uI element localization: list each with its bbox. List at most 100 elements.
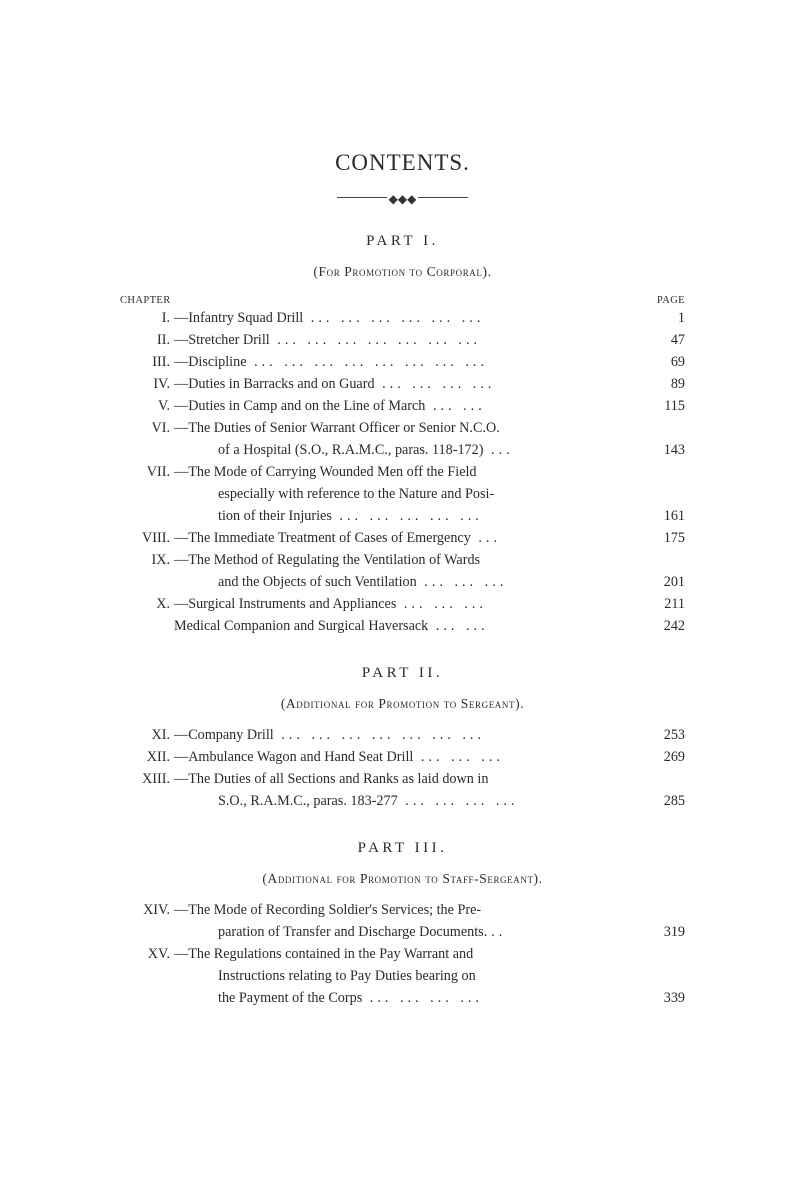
chapter-roman: XI.	[120, 726, 172, 744]
page: CONTENTS. ◆◆◆ PART I. (For Promotion to …	[0, 0, 800, 1196]
chapter-roman: VI.	[120, 419, 172, 437]
chapter-roman: VIII.	[120, 529, 172, 547]
chapter-roman: IX.	[120, 551, 172, 569]
leaders-icon: ... ... ...	[396, 596, 487, 612]
toc-entry: II. —Stretcher Drill ... ... ... ... ...…	[120, 331, 685, 349]
leaders-icon: ...	[483, 442, 513, 458]
ornament-line-left	[337, 197, 387, 198]
spacer	[120, 814, 685, 834]
ornament-diamonds-icon: ◆◆◆	[389, 196, 417, 202]
toc-part3: XIV. —The Mode of Recording Soldier's Se…	[120, 901, 685, 1007]
ornament-line-right	[418, 197, 468, 198]
toc-entry: III. —Discipline ... ... ... ... ... ...…	[120, 353, 685, 371]
toc-entry: IV. —Duties in Barracks and on Guard ...…	[120, 375, 685, 393]
page-number: 69	[647, 353, 685, 371]
toc-entry-continuation: especially with reference to the Nature …	[120, 485, 685, 503]
leaders-icon: ... ... ... ... ... ... ... ...	[247, 354, 489, 370]
chapter-desc: —The Method of Regulating the Ventilatio…	[172, 551, 647, 569]
leaders-icon: ... ... ... ...	[362, 990, 483, 1006]
chapter-desc: —Surgical Instruments and Appliances ...…	[172, 595, 647, 613]
toc-entry: XV. —The Regulations contained in the Pa…	[120, 945, 685, 963]
toc-entry-continuation: and the Objects of such Ventilation ... …	[120, 573, 685, 591]
toc-part2: XI. —Company Drill ... ... ... ... ... .…	[120, 726, 685, 810]
chapter-desc: —The Mode of Carrying Wounded Men off th…	[172, 463, 647, 481]
page-number: 161	[647, 507, 685, 525]
leaders-icon: ... ... ... ... ... ... ...	[270, 332, 481, 348]
page-number: 89	[647, 375, 685, 393]
ornament-rule: ◆◆◆	[120, 194, 685, 205]
page-number: 1	[647, 309, 685, 327]
toc-entry-continuation: the Payment of the Corps ... ... ... ...…	[120, 989, 685, 1007]
chapter-roman: III.	[120, 353, 172, 371]
page-number: 143	[647, 441, 685, 459]
page-number: 201	[647, 573, 685, 591]
leaders-icon: ...	[484, 924, 507, 940]
page-title: CONTENTS.	[120, 150, 685, 176]
chapter-roman: XIV.	[120, 901, 172, 919]
chapter-desc: Medical Companion and Surgical Haversack…	[172, 617, 647, 635]
chapter-roman: V.	[120, 397, 172, 415]
chapter-desc: and the Objects of such Ventilation ... …	[172, 573, 647, 591]
toc-entry-continuation: Medical Companion and Surgical Haversack…	[120, 617, 685, 635]
chapter-desc: tion of their Injuries ... ... ... ... .…	[172, 507, 647, 525]
page-number: 339	[647, 989, 685, 1007]
toc-entry-continuation: paration of Transfer and Discharge Docum…	[120, 923, 685, 941]
page-number: 285	[647, 792, 685, 810]
chapter-desc: —The Mode of Recording Soldier's Service…	[172, 901, 647, 919]
toc-part1: chapter page I. —Infantry Squad Drill ..…	[120, 294, 685, 635]
leaders-icon: ... ...	[428, 618, 488, 634]
chapter-desc: —Ambulance Wagon and Hand Seat Drill ...…	[172, 748, 647, 766]
chapter-roman: XII.	[120, 748, 172, 766]
chapter-desc: —Duties in Barracks and on Guard ... ...…	[172, 375, 647, 393]
toc-entry: XIV. —The Mode of Recording Soldier's Se…	[120, 901, 685, 919]
page-number: 175	[647, 529, 685, 547]
chapter-roman: X.	[120, 595, 172, 613]
part-heading: PART II.	[120, 665, 685, 682]
toc-entry: XI. —Company Drill ... ... ... ... ... .…	[120, 726, 685, 744]
header-chapter: chapter	[120, 294, 171, 307]
toc-entry: V. —Duties in Camp and on the Line of Ma…	[120, 397, 685, 415]
leaders-icon: ... ... ... ...	[398, 793, 519, 809]
toc-entry-continuation: Instructions relating to Pay Duties bear…	[120, 967, 685, 985]
chapter-desc: —Discipline ... ... ... ... ... ... ... …	[172, 353, 647, 371]
part-heading: PART I.	[120, 233, 685, 250]
header-page: page	[657, 294, 685, 307]
chapter-desc: —The Regulations contained in the Pay Wa…	[172, 945, 647, 963]
toc-entry: XIII. —The Duties of all Sections and Ra…	[120, 770, 685, 788]
chapter-roman: XIII.	[120, 770, 172, 788]
chapter-roman: II.	[120, 331, 172, 349]
chapter-desc: —The Duties of Senior Warrant Officer or…	[172, 419, 647, 437]
chapter-roman: IV.	[120, 375, 172, 393]
chapter-desc: —Stretcher Drill ... ... ... ... ... ...…	[172, 331, 647, 349]
leaders-icon: ... ...	[425, 398, 485, 414]
toc-entry: VIII. —The Immediate Treatment of Cases …	[120, 529, 685, 547]
toc-entry: X. —Surgical Instruments and Appliances …	[120, 595, 685, 613]
chapter-roman: VII.	[120, 463, 172, 481]
chapter-desc: Instructions relating to Pay Duties bear…	[172, 967, 647, 985]
chapter-desc: especially with reference to the Nature …	[172, 485, 647, 503]
toc-entry: XII. —Ambulance Wagon and Hand Seat Dril…	[120, 748, 685, 766]
chapter-desc: paration of Transfer and Discharge Docum…	[172, 923, 647, 941]
toc-entry: I. —Infantry Squad Drill ... ... ... ...…	[120, 309, 685, 327]
toc-header-row: chapter page	[120, 294, 685, 307]
page-number: 211	[647, 595, 685, 613]
page-number: 115	[647, 397, 685, 415]
chapter-desc: of a Hospital (S.O., R.A.M.C., paras. 11…	[172, 441, 647, 459]
chapter-desc: —Company Drill ... ... ... ... ... ... .…	[172, 726, 647, 744]
chapter-roman: XV.	[120, 945, 172, 963]
toc-entry: VII. —The Mode of Carrying Wounded Men o…	[120, 463, 685, 481]
toc-entry-continuation: tion of their Injuries ... ... ... ... .…	[120, 507, 685, 525]
part-subheading: (Additional for Promotion to Sergeant).	[120, 696, 685, 712]
toc-entry: IX. —The Method of Regulating the Ventil…	[120, 551, 685, 569]
page-number: 319	[647, 923, 685, 941]
leaders-icon: ... ... ...	[413, 749, 504, 765]
leaders-icon: ...	[471, 530, 501, 546]
leaders-icon: ... ... ...	[417, 574, 508, 590]
part-heading: PART III.	[120, 840, 685, 857]
page-number: 253	[647, 726, 685, 744]
page-number: 269	[647, 748, 685, 766]
chapter-desc: —Duties in Camp and on the Line of March…	[172, 397, 647, 415]
leaders-icon: ... ... ... ... ...	[332, 508, 483, 524]
leaders-icon: ... ... ... ...	[375, 376, 496, 392]
spacer	[120, 639, 685, 659]
